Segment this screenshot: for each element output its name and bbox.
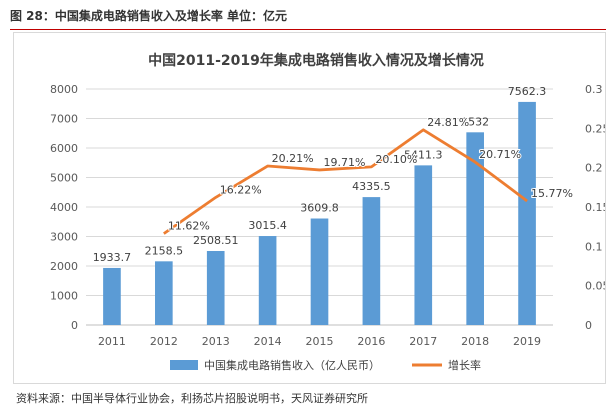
bar-label-2013: 2508.51	[193, 234, 239, 247]
left-axis-tick-label: 7000	[50, 113, 78, 126]
right-axis-tick-label: 0.05	[585, 280, 605, 293]
left-axis-tick-label: 2000	[50, 260, 78, 273]
legend-bar-swatch	[170, 360, 198, 370]
bar-label-2016: 4335.5	[352, 180, 391, 193]
right-axis-ticks: 0 0.05 0.1 0.15 0.2 0.25 0.3	[585, 83, 610, 332]
rate-label-2014: 20.21%	[272, 152, 314, 165]
legend: 中国集成电路销售收入（亿人民币） 增长率	[170, 358, 481, 372]
growth-rate-line	[163, 128, 528, 235]
left-axis-ticks: 0 1000 2000 3000 4000 5000 6000 7000 8000	[50, 83, 78, 332]
source-note: 资料来源：中国半导体行业协会，利扬芯片招股说明书，天风证券研究所	[16, 392, 368, 405]
x-tick-label: 2016	[357, 335, 385, 348]
legend-line-label: 增长率	[448, 358, 481, 372]
bar-2014	[258, 236, 277, 325]
x-tick-label: 2015	[306, 335, 334, 348]
right-axis-tick-label: 0.2	[585, 162, 603, 175]
bar-label-2019: 7562.3	[508, 85, 547, 98]
x-axis-ticks: 2011 2012 2013 2014 2015 2016 2017 2018 2019	[98, 335, 541, 348]
x-tick-label: 2017	[409, 335, 437, 348]
bar-2015	[310, 218, 329, 325]
left-axis-tick-label: 6000	[50, 142, 78, 155]
x-tick-label: 2011	[98, 335, 126, 348]
bar-2012	[155, 261, 173, 325]
bar-2017	[414, 165, 433, 325]
bar-2018	[466, 132, 484, 325]
rate-label-2013: 16.22%	[220, 183, 262, 196]
x-tick-label: 2014	[254, 335, 282, 348]
bar-label-2015: 3609.8	[300, 202, 339, 215]
right-axis-tick-label: 0	[585, 319, 592, 332]
left-axis-tick-label: 4000	[50, 201, 78, 214]
bar-2016	[362, 197, 381, 325]
x-tick-label: 2013	[202, 335, 230, 348]
x-tick-label: 2019	[513, 335, 541, 348]
bar-label-2011: 1933.7	[93, 251, 132, 264]
rate-label-2012: 11.62%	[168, 220, 210, 233]
bar-label-2018: 6532	[461, 115, 489, 128]
right-axis-tick-label: 0.15	[585, 201, 605, 214]
right-axis-tick-label: 0.1	[585, 240, 603, 253]
bar-2013	[206, 250, 225, 325]
right-axis-tick-label: 0.25	[585, 122, 605, 135]
figure-caption: 图 28：中国集成电路销售收入及增长率 单位：亿元	[10, 9, 288, 23]
left-axis-tick-label: 1000	[50, 290, 78, 303]
legend-bar-label: 中国集成电路销售收入（亿人民币）	[204, 358, 380, 372]
line-data-labels: 11.62% 16.22% 20.21% 19.71% 20.10% 24.81% 20.7…	[167, 115, 574, 234]
chart-svg: 中国2011-2019年集成电路销售收入情况及增长情况 0 1000 2000 300…	[50, 52, 610, 372]
x-tick-label: 2018	[461, 335, 489, 348]
rate-label-2016: 20.10%	[375, 153, 417, 166]
bar-label-2014: 3015.4	[248, 219, 287, 232]
x-tick-label: 2012	[150, 335, 178, 348]
left-axis-tick-label: 5000	[50, 172, 78, 185]
rate-label-2018: 20.71%	[479, 148, 521, 161]
bar-series	[103, 101, 536, 326]
left-axis-tick-label: 3000	[50, 231, 78, 244]
chart-container: 中国2011-2019年集成电路销售收入情况及增长情况 0 1000 2000 300…	[13, 32, 610, 384]
caption-divider	[10, 29, 606, 30]
bar-2011	[103, 267, 121, 325]
chart-title: 中国2011-2019年集成电路销售收入情况及增长情况	[148, 52, 484, 69]
rate-label-2017: 24.81%	[427, 116, 469, 129]
left-axis-tick-label: 8000	[50, 83, 78, 96]
rate-label-2019: 15.77%	[531, 187, 573, 200]
bar-data-labels: 1933.7 2158.5 2508.51 3015.4 3609.8 4335.5 541…	[93, 85, 547, 264]
bar-label-2012: 2158.5	[145, 244, 184, 257]
line-series	[163, 128, 528, 235]
bar-2019	[518, 101, 536, 326]
right-axis-tick-label: 0.3	[585, 83, 603, 96]
rate-label-2015: 19.71%	[324, 156, 366, 169]
left-axis-tick-label: 0	[71, 319, 78, 332]
bar-label-2017: 5411.3	[404, 148, 443, 161]
